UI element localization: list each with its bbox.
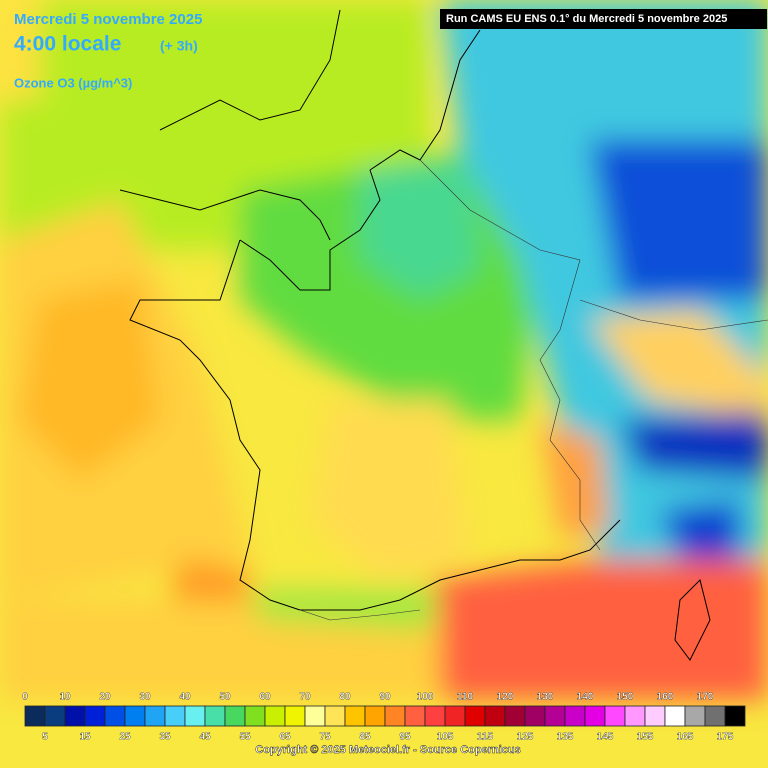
legend-tick-label: 135 <box>557 732 574 743</box>
legend-tick-label: 20 <box>99 692 111 703</box>
legend-swatch <box>124 705 146 727</box>
legend-swatch <box>564 705 586 727</box>
legend-swatch <box>24 705 46 727</box>
coastlines <box>119 9 711 661</box>
legend-swatch <box>604 705 626 727</box>
legend-tick-label: 105 <box>437 732 454 743</box>
color-legend: 0 5 10 15 20 25 30 35 40 45 50 55 60 65 70 75 80 85 90 95 10… <box>22 691 746 743</box>
legend-tick-label: 150 <box>617 692 634 703</box>
legend-tick-label: 30 <box>139 692 151 703</box>
legend-tick-label: 15 <box>79 732 91 743</box>
legend-tick-label: 5 <box>42 732 48 743</box>
legend-tick-label: 35 <box>159 732 171 743</box>
legend-swatch <box>544 705 566 727</box>
legend-tick-label: 80 <box>339 692 351 703</box>
legend-swatch <box>464 705 486 727</box>
variable-label: Ozone O3 (µg/m^3) <box>14 75 132 90</box>
legend-swatch <box>304 705 326 727</box>
legend-swatch <box>144 705 166 727</box>
legend-tick-label: 160 <box>657 692 674 703</box>
legend-swatch <box>264 705 286 727</box>
legend-tick-label: 85 <box>359 732 371 743</box>
run-banner <box>440 9 767 29</box>
legend-swatch <box>284 705 306 727</box>
legend-tick-label: 120 <box>497 692 514 703</box>
legend-swatch <box>664 705 686 727</box>
legend-tick-label: 95 <box>399 732 411 743</box>
legend-swatch <box>524 705 546 727</box>
legend-swatch <box>104 705 126 727</box>
legend-tick-label: 140 <box>577 692 594 703</box>
legend-swatch <box>364 705 386 727</box>
legend-tick-label: 90 <box>379 692 391 703</box>
run-label: Run CAMS EU ENS 0.1° du Mercredi 5 novem… <box>446 13 727 25</box>
time-label: 4:00 locale <box>14 33 121 56</box>
legend-swatch <box>424 705 446 727</box>
borders <box>299 159 768 621</box>
legend-tick-label: 50 <box>219 692 231 703</box>
legend-tick-label: 100 <box>417 692 434 703</box>
legend-tick-label: 70 <box>299 692 311 703</box>
legend-swatch <box>384 705 406 727</box>
legend-swatch <box>484 705 506 727</box>
legend-tick-label: 155 <box>637 732 654 743</box>
legend-tick-label: 125 <box>517 732 534 743</box>
legend-swatch <box>244 705 266 727</box>
legend-swatch <box>584 705 606 727</box>
legend-swatch <box>224 705 246 727</box>
legend-tick-label: 65 <box>279 732 291 743</box>
legend-tick-label: 25 <box>119 732 131 743</box>
legend-tick-label: 145 <box>597 732 614 743</box>
legend-swatch <box>704 705 726 727</box>
legend-tick-label: 10 <box>59 692 71 703</box>
legend-swatch <box>44 705 66 727</box>
legend-swatch <box>204 705 226 727</box>
legend-swatch <box>504 705 526 727</box>
legend-swatch <box>84 705 106 727</box>
legend-tick-label: 165 <box>677 732 694 743</box>
legend-tick-label: 115 <box>477 732 494 743</box>
legend-swatch <box>164 705 186 727</box>
date-label: Mercredi 5 novembre 2025 <box>14 11 202 28</box>
legend-tick-label: 170 <box>697 692 714 703</box>
legend-swatch <box>184 705 206 727</box>
legend-swatch <box>344 705 366 727</box>
legend-swatch <box>724 705 746 727</box>
legend-tick-label: 0 <box>22 692 28 703</box>
legend-swatch <box>644 705 666 727</box>
legend-swatch <box>404 705 426 727</box>
legend-tick-label: 130 <box>537 692 554 703</box>
legend-tick-label: 175 <box>717 732 734 743</box>
legend-tick-label: 60 <box>259 692 271 703</box>
legend-swatch <box>684 705 706 727</box>
legend-tick-label: 75 <box>319 732 331 743</box>
legend-tick-label: 55 <box>239 732 251 743</box>
legend-swatch <box>444 705 466 727</box>
copyright: Copyright © 2025 Meteociel.fr - Source C… <box>255 744 520 756</box>
legend-swatch <box>64 705 86 727</box>
legend-swatch <box>324 705 346 727</box>
legend-tick-label: 45 <box>199 732 211 743</box>
legend-tick-label: 40 <box>179 692 191 703</box>
offset-label: (+ 3h) <box>160 38 198 54</box>
legend-swatch <box>624 705 646 727</box>
legend-tick-label: 110 <box>457 692 474 703</box>
